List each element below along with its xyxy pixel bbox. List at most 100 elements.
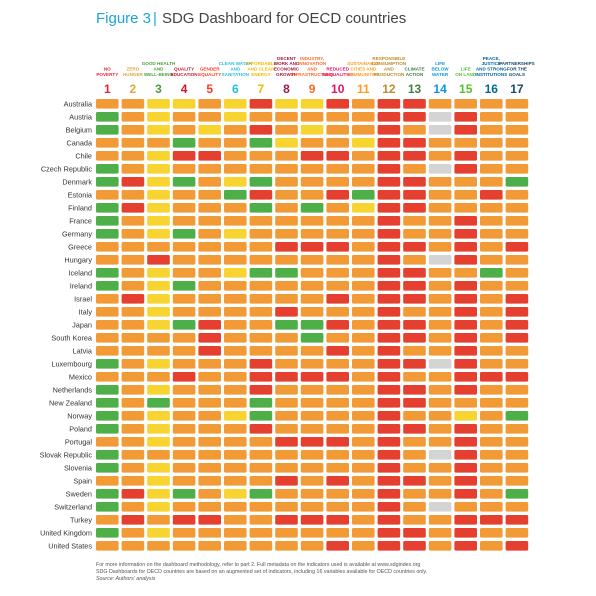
heatmap-cell [428, 164, 452, 174]
heatmap-cell [428, 268, 452, 278]
heatmap-cell [275, 190, 298, 200]
heatmap-cell [428, 437, 452, 447]
heatmap-cell [249, 437, 273, 447]
figure-title: SDG Dashboard for OECD countries [161, 10, 407, 27]
heatmap-cell [172, 268, 196, 278]
heatmap-cell [172, 489, 196, 499]
heatmap-cell [275, 307, 298, 317]
heatmap-cell [198, 437, 221, 447]
heatmap-cell [249, 320, 273, 330]
heatmap-cell [96, 450, 119, 460]
heatmap-cell [300, 437, 324, 447]
heatmap-cell [454, 242, 477, 252]
heatmap-cell [403, 411, 426, 421]
country-label: Hungary [64, 255, 92, 264]
heatmap-cell [300, 255, 324, 265]
heatmap-cell [454, 463, 477, 473]
heatmap-cell [480, 528, 503, 538]
heatmap-cell [249, 112, 273, 122]
heatmap-cell [121, 229, 145, 239]
heatmap-cell [224, 164, 247, 174]
heatmap-cell [224, 502, 247, 512]
goal-name-11-line-2: CITIES AND [350, 67, 377, 72]
heatmap-cell [480, 268, 503, 278]
heatmap-cell [377, 229, 401, 239]
heatmap-cell [326, 151, 349, 161]
heatmap-cell [403, 333, 426, 343]
heatmap-cell [121, 307, 145, 317]
heatmap-cell [403, 307, 426, 317]
heatmap-cell [121, 138, 145, 148]
goal-name-11-line-3: COMMUNITIES [347, 72, 380, 77]
heatmap-cell [377, 424, 401, 434]
heatmap-cell [198, 463, 221, 473]
heatmap-cell [275, 372, 298, 382]
goal-name-10-line-1: REDUCED [326, 67, 349, 72]
heatmap-cell [326, 294, 349, 304]
heatmap-cell [121, 242, 145, 252]
country-label: South Korea [51, 333, 93, 342]
heatmap-cell [96, 294, 119, 304]
country-label: Iceland [68, 268, 92, 277]
heatmap-cell [198, 489, 221, 499]
heatmap-cell [96, 320, 119, 330]
heatmap-cell [454, 541, 477, 551]
country-label: Latvia [73, 346, 93, 355]
heatmap-cell [326, 307, 349, 317]
heatmap-cell [454, 307, 477, 317]
heatmap-cell [403, 424, 426, 434]
heatmap-cell [275, 112, 298, 122]
heatmap-cell [505, 177, 529, 187]
heatmap-cell [224, 112, 247, 122]
heatmap-cell [403, 398, 426, 408]
goal-name-13-line-2: ACTION [406, 72, 424, 77]
heatmap-cell [249, 424, 273, 434]
heatmap-cell [198, 333, 221, 343]
heatmap-cell [403, 502, 426, 512]
heatmap-cell [275, 437, 298, 447]
heatmap-cell [326, 437, 349, 447]
heatmap-cell [352, 359, 375, 369]
heatmap-cell [352, 333, 375, 343]
heatmap-cell [300, 216, 324, 226]
heatmap-cell [121, 99, 145, 109]
heatmap-cell [275, 242, 298, 252]
heatmap-cell [96, 411, 119, 421]
heatmap-cell [352, 489, 375, 499]
heatmap-cell [172, 502, 196, 512]
heatmap-cell [198, 359, 221, 369]
heatmap-cell [224, 268, 247, 278]
heatmap-cell [121, 112, 145, 122]
heatmap-cell [454, 489, 477, 499]
heatmap-cell [96, 229, 119, 239]
heatmap-cell [505, 294, 529, 304]
heatmap-cell [480, 216, 503, 226]
heatmap-cell [300, 112, 324, 122]
heatmap-cell [275, 333, 298, 343]
heatmap-cell [224, 424, 247, 434]
heatmap-cell [352, 437, 375, 447]
heatmap-cell [505, 138, 529, 148]
heatmap-cell [275, 463, 298, 473]
figure-notes: For more information on the dashboard me… [96, 562, 566, 583]
heatmap-cell [172, 112, 196, 122]
heatmap-cell [147, 281, 170, 291]
heatmap-cell [198, 112, 221, 122]
heatmap-cell [275, 502, 298, 512]
heatmap-cell [403, 476, 426, 486]
heatmap-cell [121, 437, 145, 447]
heatmap-cell [275, 99, 298, 109]
country-label: Italy [79, 307, 93, 316]
heatmap-cell [121, 450, 145, 460]
heatmap-cell [224, 515, 247, 525]
heatmap-cell [326, 515, 349, 525]
country-label: Turkey [70, 515, 92, 524]
heatmap-cell [224, 125, 247, 135]
heatmap-cell [326, 112, 349, 122]
heatmap-cell [480, 398, 503, 408]
heatmap-cell [428, 398, 452, 408]
heatmap-cell [198, 346, 221, 356]
